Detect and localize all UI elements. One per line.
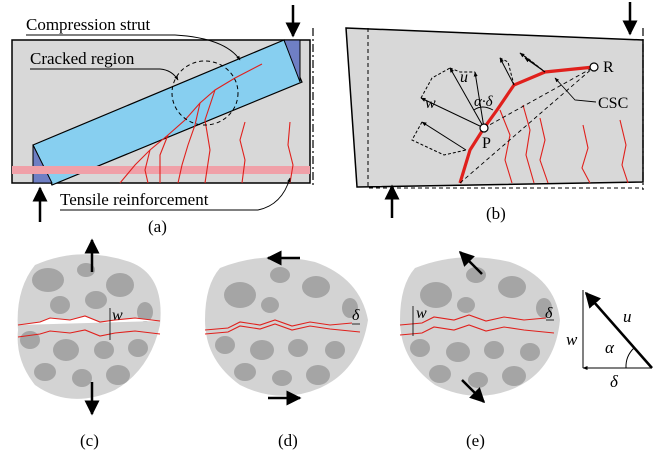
tensile-reinforcement-bar xyxy=(12,166,310,174)
label-u-b: u xyxy=(460,69,468,86)
triangle-u-vector xyxy=(584,291,653,369)
cracks-a xyxy=(119,63,294,184)
displacement-vectors xyxy=(411,52,546,156)
tensile-reinforcement-leader-curve xyxy=(257,177,291,211)
label-P: P xyxy=(482,135,491,152)
aggregates-e xyxy=(410,267,552,388)
label-w-e: w xyxy=(416,305,427,322)
caption-a: (a) xyxy=(148,217,167,236)
crack-d-upper xyxy=(204,319,353,331)
caption-d: (d) xyxy=(278,431,298,450)
aggregates-c xyxy=(20,263,153,387)
panel-a: Compression strut Cracked region Tensile… xyxy=(11,5,314,236)
label-w-c: w xyxy=(112,307,123,324)
cracked-region-outline xyxy=(171,60,239,126)
cracked-region-label: Cracked region xyxy=(30,49,135,68)
triangle-label-alpha: α xyxy=(605,338,615,357)
panel-d: δ (d) xyxy=(204,250,368,450)
label-R: R xyxy=(603,59,614,76)
panel-c: w (c) xyxy=(17,238,161,450)
caption-b: (b) xyxy=(486,204,506,223)
cracked-region-leader-curve xyxy=(159,68,179,81)
crack-e-upper xyxy=(399,314,547,326)
triangle-label-w: w xyxy=(566,330,578,349)
point-R xyxy=(589,62,599,72)
alpha-angle-arc xyxy=(473,106,494,111)
label-CSC: CSC xyxy=(598,95,628,112)
point-P xyxy=(479,123,489,133)
compression-strut-label: Compression strut xyxy=(26,15,150,34)
caption-c: (c) xyxy=(80,431,99,450)
label-delta-d: δ xyxy=(352,307,360,324)
compression-strut-leader-curve xyxy=(174,34,241,61)
beam-body-deformed xyxy=(345,27,644,188)
triangle-label-delta: δ xyxy=(610,372,619,391)
crack-d-lower xyxy=(204,323,361,335)
mixed-arrow-up xyxy=(458,250,483,275)
panel-b: u w α·δ P R CSC (b) xyxy=(345,2,644,223)
label-w-b: w xyxy=(425,95,436,112)
label-alpha-delta: α·δ xyxy=(474,94,494,110)
triangle-alpha-arc xyxy=(625,347,635,369)
crack-c-lower xyxy=(17,329,161,338)
crack-c-upper xyxy=(17,315,161,326)
mixed-arrow-down xyxy=(461,379,486,404)
top-bearing-plate xyxy=(283,39,301,83)
beam-outline-original xyxy=(367,28,643,189)
rotation-line-P xyxy=(459,66,595,184)
cracks-b xyxy=(499,104,629,184)
crack-e-lower xyxy=(399,324,555,336)
label-delta-e: δ xyxy=(545,305,553,322)
panel-e: w δ (e) xyxy=(399,250,560,450)
caption-e: (e) xyxy=(466,431,485,450)
aggregates-d xyxy=(215,267,358,386)
tensile-reinforcement-label: Tensile reinforcement xyxy=(60,190,209,209)
displacement-triangle: u w α δ xyxy=(566,290,653,391)
triangle-label-u: u xyxy=(623,307,632,326)
csc-leader xyxy=(554,77,597,103)
